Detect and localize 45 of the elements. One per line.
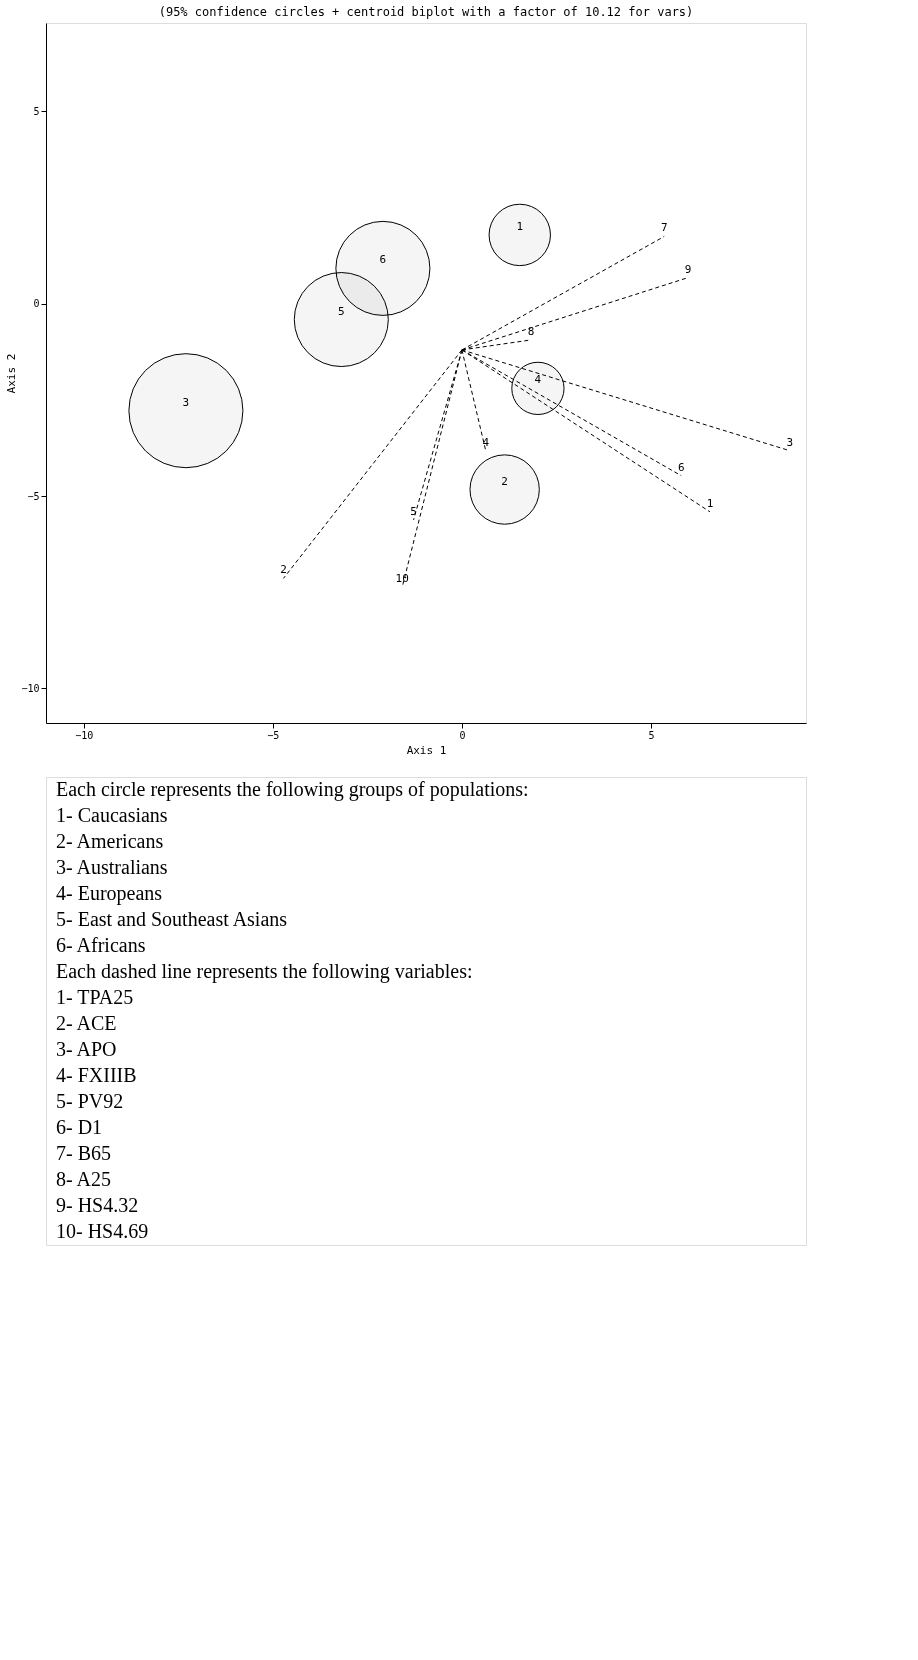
text: 8- A25 bbox=[56, 1168, 111, 1190]
annotation: 5 bbox=[337, 304, 345, 318]
x-tick-label: 0 bbox=[459, 729, 466, 741]
annotation: 7 bbox=[660, 221, 668, 235]
annotation: 6 bbox=[677, 460, 685, 474]
text: 3- APO bbox=[56, 1038, 117, 1060]
annotation: 4 bbox=[482, 435, 490, 449]
text: Each dashed line represents the following variables: bbox=[56, 960, 473, 983]
annotation: 3 bbox=[786, 435, 794, 449]
x-axis-title: Axis 1 bbox=[406, 743, 447, 757]
text: 4- Europeans bbox=[56, 882, 163, 905]
text: 4- FXIIIB bbox=[56, 1064, 137, 1086]
x-tick-label: −5 bbox=[267, 729, 280, 741]
annotation: 2 bbox=[501, 474, 508, 488]
annotation: 1 bbox=[706, 496, 714, 510]
text: 5- East and Southeast Asians bbox=[56, 908, 288, 930]
annotation: 4 bbox=[534, 373, 542, 387]
text: 9- HS4.32 bbox=[56, 1194, 139, 1216]
text: 2- ACE bbox=[56, 1012, 117, 1034]
text: Each circle represents the following groups of populations: bbox=[56, 778, 529, 801]
text: 6- Africans bbox=[56, 934, 146, 956]
y-axis-title: Axis 2 bbox=[5, 353, 19, 394]
annotation: 10 bbox=[395, 572, 409, 586]
y-tick-label: −10 bbox=[21, 682, 40, 694]
text: 2- Americans bbox=[56, 830, 164, 852]
text: 5- PV92 bbox=[56, 1090, 124, 1112]
y-tick-label: 0 bbox=[33, 298, 40, 310]
annotation: 8 bbox=[527, 324, 535, 338]
chart-title: (95% confidence circles + centroid biplot with a factor of 10.12 for vars) bbox=[158, 5, 694, 19]
text: 7- B65 bbox=[56, 1142, 111, 1164]
y-tick-label: 5 bbox=[33, 105, 40, 117]
text: 1- TPA25 bbox=[56, 986, 134, 1008]
annotation: 9 bbox=[684, 262, 692, 276]
annotation: 1 bbox=[516, 219, 524, 233]
annotation: 5 bbox=[410, 504, 417, 518]
annotation: 2 bbox=[280, 563, 287, 577]
x-tick-label: −10 bbox=[75, 729, 94, 741]
annotation: 3 bbox=[182, 395, 190, 409]
annotation: 6 bbox=[379, 253, 387, 267]
text: 6- D1 bbox=[56, 1116, 103, 1138]
text: 10- HS4.69 bbox=[56, 1220, 149, 1242]
text: 1- Caucasians bbox=[56, 804, 168, 826]
text: 3- Australians bbox=[56, 856, 168, 878]
x-tick-label: 5 bbox=[648, 729, 655, 741]
y-tick-label: −5 bbox=[27, 490, 40, 502]
